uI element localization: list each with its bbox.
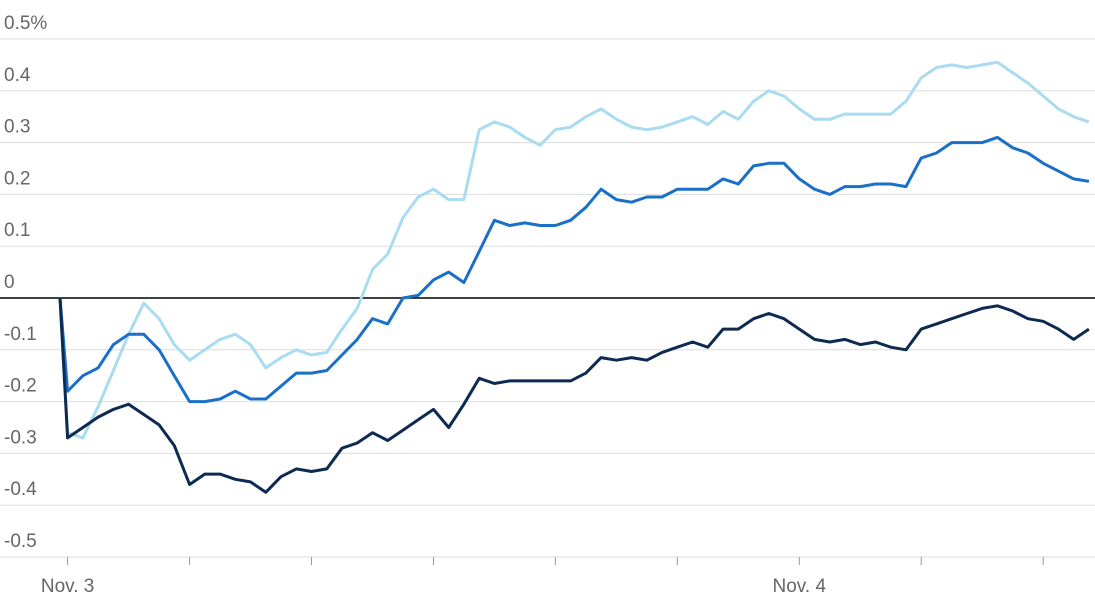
y-tick-label: 0.4 [4, 65, 31, 86]
y-tick-label: -0.1 [4, 324, 37, 345]
y-tick-label: -0.5 [4, 531, 37, 552]
series-line [58, 60, 1090, 440]
y-tick-label: -0.4 [4, 479, 37, 500]
series-line [58, 297, 1090, 494]
y-tick-label: 0.5% [4, 13, 47, 34]
y-tick-label: -0.2 [4, 376, 37, 397]
x-tick-label: Nov. 4 [773, 576, 827, 597]
y-tick-label: 0.1 [4, 220, 30, 241]
y-tick-label: 0 [4, 272, 15, 293]
series-line [58, 135, 1090, 404]
y-tick-label: 0.3 [4, 117, 30, 138]
y-tick-label: 0.2 [4, 168, 30, 189]
y-tick-label: -0.3 [4, 427, 37, 448]
x-tick-label: Nov. 3 [41, 576, 95, 597]
